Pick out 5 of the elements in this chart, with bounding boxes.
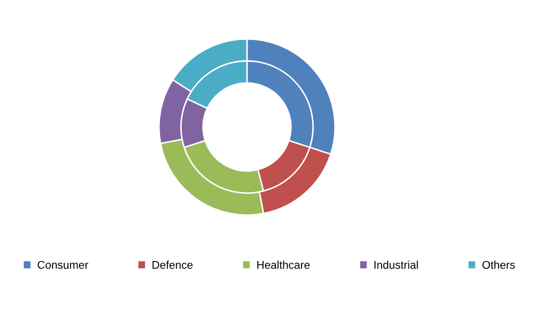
legend-label: Industrial xyxy=(374,260,418,269)
legend-label: Defence xyxy=(152,260,193,269)
legend-label: Healthcare xyxy=(257,260,310,269)
legend-label: Others xyxy=(482,260,515,269)
legend-label: Consumer xyxy=(38,260,88,269)
